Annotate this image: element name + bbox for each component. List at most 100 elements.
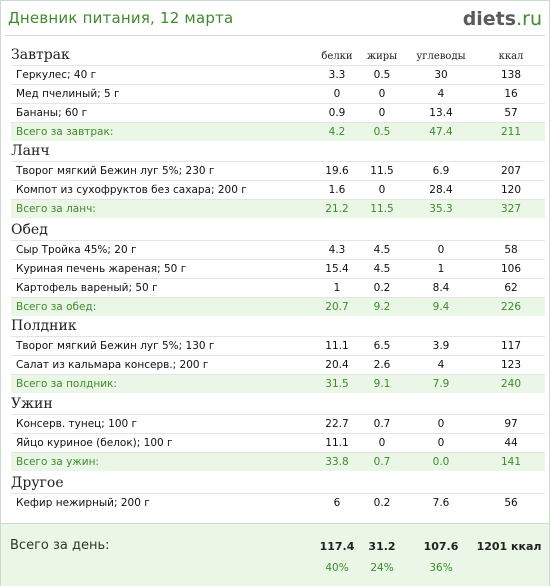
value-kcal: 58 [504,244,518,256]
meal-title: Завтрак [11,47,70,63]
value-fat: 0 [378,88,386,100]
food-name: Кефир нежирный; 200 г [16,497,150,509]
food-row: Бананы; 60 г 0.9 0 13.4 57 [11,103,545,122]
day-percent-protein: 40% [325,562,349,574]
value-fat: 0.7 [373,418,391,430]
food-name: Творог мягкий Бежин луг 5%; 230 г [16,165,215,177]
meal-header: Завтрак белки жиры углеводы ккал [11,45,545,65]
food-row: Творог мягкий Бежин луг 5%; 130 г 11.1 6.5… [11,336,545,355]
value-fat: 0.2 [373,497,391,509]
value-kcal: 16 [504,88,518,100]
value-protein: 3.3 [328,69,346,81]
food-row: Консерв. тунец; 100 г 22.7 0.7 0 97 [11,414,545,433]
value-kcal: 97 [504,418,518,430]
food-row: Сыр Тройка 45%; 20 г 4.3 4.5 0 58 [11,240,545,259]
meal-header: Другое [11,473,545,493]
value-carbs: 47.4 [429,126,453,138]
food-row: Куриная печень жареная; 50 г 15.4 4.5 1 106 [11,259,545,278]
day-total-kcal: 1201 ккал [476,540,542,553]
value-carbs: 0.0 [432,456,450,468]
food-row: Компот из сухофруктов без сахара; 200 г 1… [11,180,545,199]
meal-header: Обед [11,220,545,240]
value-kcal: 56 [504,497,518,509]
value-protein: 20.7 [325,301,349,313]
value-carbs: 13.4 [429,107,453,119]
total-label: Всего за обед: [16,301,97,313]
food-row: Салат из кальмара консерв.; 200 г 20.4 2.6… [11,355,545,374]
logo-name: diets [462,8,517,30]
food-name: Яйцо куриное (белок); 100 г [16,437,173,449]
food-row: Картофель вареный; 50 г 1 0.2 8.4 62 [11,278,545,297]
value-kcal: 138 [500,69,522,81]
value-carbs: 35.3 [429,203,453,215]
logo-tld: .ru [516,8,542,30]
value-carbs: 6.9 [432,165,450,177]
value-carbs: 4 [437,359,445,371]
value-protein: 0 [333,88,341,100]
food-row: Яйцо куриное (белок); 100 г 11.1 0 0 44 [11,433,545,452]
value-kcal: 117 [500,340,522,352]
food-name: Творог мягкий Бежин луг 5%; 130 г [16,340,215,352]
meal-header: Полдник [11,316,545,336]
meal-total-row: Всего за обед: 20.7 9.2 9.4 226 [11,297,545,316]
day-total-protein: 117.4 [319,540,355,553]
value-carbs: 0 [437,244,445,256]
value-fat: 0.7 [373,456,391,468]
value-protein: 4.2 [328,126,346,138]
value-kcal: 240 [500,378,522,390]
value-fat: 2.6 [373,359,391,371]
meal-title: Полдник [11,318,77,334]
day-percent-carbs: 36% [429,562,453,574]
value-protein: 22.7 [325,418,349,430]
meal-header: Ужин [11,394,545,414]
food-row: Кефир нежирный; 200 г 6 0.2 7.6 56 [11,493,545,512]
value-kcal: 57 [504,107,518,119]
value-kcal: 62 [504,282,518,294]
day-total: Всего за день: 117.4 31.2 107.6 1201 кка… [1,523,549,586]
day-total-label: Всего за день: [10,538,110,553]
value-carbs: 30 [434,69,448,81]
total-label: Всего за ужин: [16,456,99,468]
total-label: Всего за полдник: [16,378,117,390]
meal-title: Ланч [11,143,50,159]
value-fat: 0.2 [373,282,391,294]
column-header-fat: жиры [366,51,398,62]
value-carbs: 0 [437,437,445,449]
value-protein: 33.8 [325,456,349,468]
value-kcal: 207 [500,165,522,177]
value-carbs: 7.9 [432,378,450,390]
value-protein: 0.9 [328,107,346,119]
page-title: Дневник питания, 12 марта [8,9,234,27]
value-fat: 0 [378,107,386,119]
value-fat: 0.5 [373,126,391,138]
meal-section: Ужин Консерв. тунец; 100 г 22.7 0.7 0 97 Яйцо … [11,394,545,471]
meal-section: Ланч Творог мягкий Бежин луг 5%; 230 г 19.… [11,141,545,218]
food-name: Куриная печень жареная; 50 г [16,263,187,275]
meal-total-row: Всего за ланч: 21.2 11.5 35.3 327 [11,199,545,218]
column-header-protein: белки [321,51,353,62]
food-name: Компот из сухофруктов без сахара; 200 г [16,184,247,196]
site-logo[interactable]: diets.ru [463,8,542,30]
meal-section: Обед Сыр Тройка 45%; 20 г 4.3 4.5 0 58 Куриная… [11,220,545,316]
value-kcal: 106 [500,263,522,275]
value-carbs: 3.9 [432,340,450,352]
meal-title: Ужин [11,396,53,412]
value-kcal: 44 [504,437,518,449]
value-protein: 1.6 [328,184,346,196]
meal-header: Ланч [11,141,545,161]
value-carbs: 28.4 [429,184,453,196]
food-name: Геркулес; 40 г [16,69,97,81]
value-protein: 6 [333,497,341,509]
food-name: Мед пчелиный; 5 г [16,88,120,100]
value-fat: 4.5 [373,263,391,275]
meal-section: Другое Кефир нежирный; 200 г 6 0.2 7.6 56 [11,473,545,512]
column-header-carbs: углеводы [416,51,466,62]
value-carbs: 7.6 [432,497,450,509]
column-header-kcal: ккал [498,51,524,62]
header: Дневник питания, 12 марта diets.ru [8,7,544,31]
value-protein: 11.1 [325,437,349,449]
food-name: Бананы; 60 г [16,107,88,119]
value-kcal: 327 [500,203,522,215]
food-row: Мед пчелиный; 5 г 0 0 4 16 [11,84,545,103]
value-protein: 19.6 [325,165,349,177]
